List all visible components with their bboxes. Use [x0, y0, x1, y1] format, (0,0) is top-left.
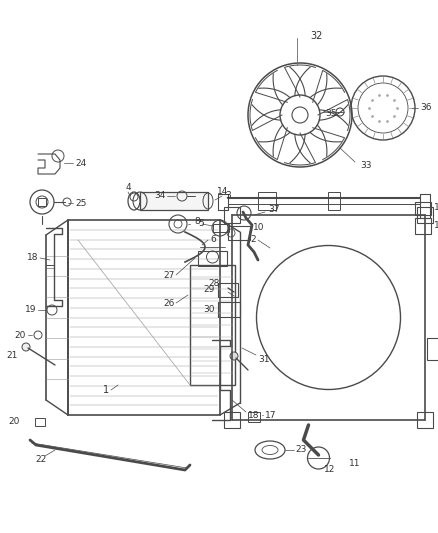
Text: 18: 18 — [248, 410, 259, 419]
Text: 25: 25 — [75, 198, 86, 207]
Bar — [198, 251, 227, 266]
Bar — [224, 207, 240, 223]
Bar — [218, 302, 240, 317]
Text: 19: 19 — [25, 305, 36, 314]
Text: 11: 11 — [349, 458, 360, 467]
Text: 21: 21 — [7, 351, 18, 359]
Text: 35: 35 — [325, 109, 336, 117]
Text: 8: 8 — [194, 217, 200, 227]
Bar — [417, 207, 433, 223]
Bar — [415, 202, 431, 215]
Bar — [427, 338, 438, 360]
Text: 12: 12 — [324, 465, 335, 474]
Bar — [258, 192, 276, 210]
Bar — [140, 192, 208, 210]
Bar — [328, 192, 340, 210]
Text: 10: 10 — [253, 223, 265, 232]
Bar — [213, 224, 229, 232]
Text: 32: 32 — [310, 31, 322, 41]
Text: 20: 20 — [14, 330, 26, 340]
Text: 20: 20 — [9, 417, 20, 426]
Text: 29: 29 — [204, 286, 215, 295]
Text: 15: 15 — [434, 204, 438, 213]
Bar — [35, 418, 45, 426]
Text: 28: 28 — [208, 279, 220, 288]
Text: 4: 4 — [125, 183, 131, 192]
Text: 31: 31 — [258, 356, 269, 365]
Bar — [248, 412, 260, 422]
Bar — [415, 218, 431, 234]
Bar — [218, 283, 238, 297]
Text: 5: 5 — [198, 220, 204, 229]
Bar — [224, 412, 240, 428]
Text: 16: 16 — [434, 221, 438, 230]
Text: 24: 24 — [75, 158, 86, 167]
Text: 17: 17 — [265, 410, 276, 419]
Text: 1: 1 — [103, 385, 109, 395]
Bar — [228, 226, 250, 240]
Bar — [68, 220, 220, 415]
Bar — [38, 198, 46, 206]
Text: 37: 37 — [268, 206, 279, 214]
Text: 14: 14 — [217, 187, 228, 196]
Text: 34: 34 — [155, 190, 166, 199]
Text: 22: 22 — [35, 456, 46, 464]
Text: 30: 30 — [204, 304, 215, 313]
Text: 3: 3 — [225, 191, 231, 200]
Text: 18: 18 — [27, 254, 38, 262]
Text: 23: 23 — [295, 446, 306, 455]
Circle shape — [22, 343, 30, 351]
Circle shape — [230, 352, 238, 360]
Text: 6: 6 — [210, 236, 216, 245]
Text: 27: 27 — [164, 271, 175, 279]
Text: 36: 36 — [420, 103, 431, 112]
Text: 26: 26 — [164, 298, 175, 308]
Text: 2: 2 — [250, 236, 256, 245]
Text: 33: 33 — [360, 160, 371, 169]
Bar — [190, 265, 235, 385]
Bar — [417, 412, 433, 428]
